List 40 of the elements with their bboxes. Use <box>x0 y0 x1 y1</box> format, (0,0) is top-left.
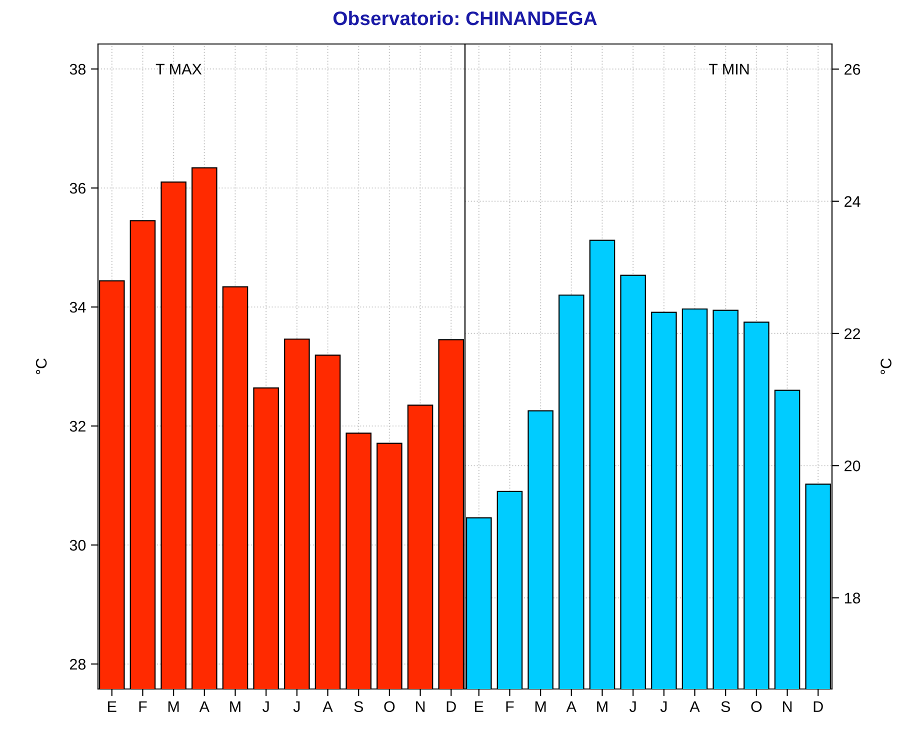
x-tick-label: S <box>354 701 363 712</box>
x-tick-label: S <box>721 701 730 712</box>
x-tick-label: M <box>168 701 179 712</box>
x-tick-label: D <box>446 701 456 712</box>
y2-tick-label: 18 <box>844 592 860 604</box>
x-tick-label: F <box>506 701 514 712</box>
y-tick-label: 28 <box>70 658 86 670</box>
y-tick-label: 32 <box>70 420 86 432</box>
x-tick-label: D <box>814 701 823 712</box>
x-tick-label: O <box>384 701 395 712</box>
x-tick-label: E <box>108 701 116 712</box>
annotation: T MIN <box>708 64 749 74</box>
y2-tick-label: 26 <box>844 64 860 75</box>
x-tick-label: J <box>630 701 636 712</box>
x-tick-label: N <box>783 701 792 712</box>
y-axis-title: °C <box>36 358 47 374</box>
x-tick-label: M <box>230 701 240 712</box>
x-tick-label: A <box>566 701 576 712</box>
y2-tick-label: 20 <box>844 460 860 472</box>
x-tick-label: M <box>535 701 546 712</box>
x-tick-label: A <box>199 701 210 712</box>
annotation: T MAX <box>156 64 202 74</box>
y-tick-label: 36 <box>70 182 86 194</box>
y2-tick-label: 22 <box>844 328 860 339</box>
x-tick-label: N <box>416 701 425 712</box>
x-tick-label: J <box>660 701 667 712</box>
x-tick-label: E <box>475 701 484 712</box>
y-tick-label: 38 <box>70 64 86 75</box>
y-tick-label: 34 <box>70 302 86 313</box>
x-tick-label: A <box>322 701 333 712</box>
y2-tick-label: 24 <box>844 196 860 207</box>
x-tick-label: J <box>293 701 300 712</box>
x-tick-label: A <box>690 701 700 712</box>
y2-axis-title: °C <box>880 358 892 374</box>
chart-title: Observatorio: CHINANDEGA <box>333 10 597 26</box>
x-tick-label: O <box>751 701 762 712</box>
x-tick-label: F <box>139 701 147 712</box>
x-tick-label: J <box>262 701 269 712</box>
x-tick-label: M <box>597 701 608 712</box>
y-tick-label: 30 <box>70 540 86 551</box>
